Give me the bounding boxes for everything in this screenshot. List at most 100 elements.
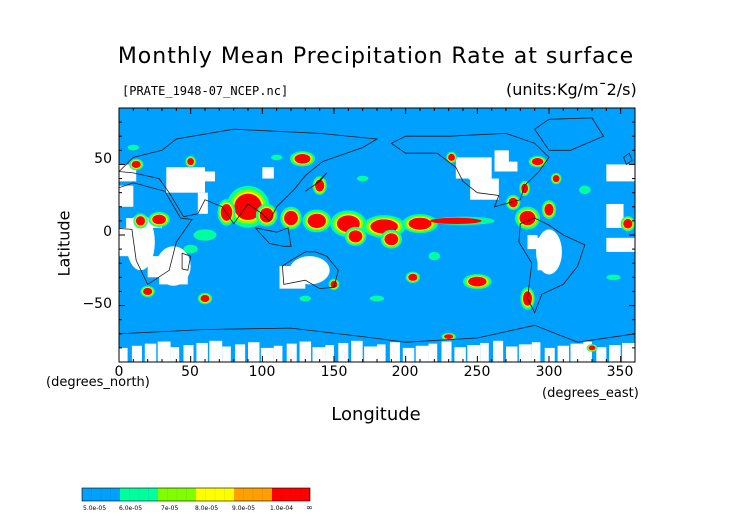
coastline: [119, 128, 379, 225]
x-tick-label: 0: [114, 364, 124, 380]
precip-cell: [152, 214, 167, 225]
no-data-patch: [119, 185, 134, 207]
no-data-patch: [166, 167, 205, 193]
precip-cell: [307, 213, 326, 229]
no-data-patch: [467, 345, 481, 362]
no-data-patch: [312, 347, 326, 362]
colorbar-label: 5.0e-05: [83, 505, 107, 512]
coastline: [534, 117, 605, 151]
precip-cell: [183, 244, 198, 254]
no-data-patch: [536, 229, 562, 275]
precip-cell: [508, 197, 518, 208]
precip-cell: [588, 345, 596, 351]
no-data-patch: [325, 345, 334, 362]
precip-cell: [623, 218, 633, 229]
precip-cell: [200, 294, 210, 303]
coastline: [119, 324, 635, 343]
no-data-patch: [119, 347, 128, 362]
coastline: [281, 251, 339, 290]
no-data-patch: [518, 344, 532, 362]
no-data-patch: [506, 346, 518, 362]
precip-cell: [193, 229, 217, 241]
y-axis-label: Latitude: [54, 210, 74, 277]
precip-cell: [299, 295, 312, 302]
colorbar-segment: [234, 488, 272, 501]
no-data-patch: [351, 340, 363, 362]
precip-cell: [408, 217, 432, 230]
no-data-patch: [273, 345, 283, 362]
no-data-patch: [364, 346, 377, 362]
x-tick-label: 50: [181, 364, 199, 380]
no-data-patch: [262, 167, 274, 179]
coastline: [390, 132, 550, 208]
colorbar-label: 9.0e-05: [232, 505, 256, 512]
no-data-patch: [222, 346, 231, 362]
y-tick-label: 0: [103, 224, 112, 240]
precip-cell: [430, 217, 482, 224]
precip-cell: [131, 160, 141, 169]
x-units-label: (degrees_east): [542, 386, 639, 401]
no-data-patch: [260, 347, 274, 362]
precip-cell: [259, 208, 274, 223]
precip-cell: [408, 273, 418, 281]
no-data-patch: [596, 347, 607, 362]
precip-cell: [606, 274, 621, 281]
colorbar-label: 8.0e-05: [195, 505, 219, 512]
no-data-patch: [157, 341, 171, 362]
precip-cell: [448, 153, 455, 161]
coastline: [119, 182, 193, 285]
colorbar-label: 1.0e-04: [270, 505, 294, 512]
colorbar-segment: [120, 488, 158, 501]
precip-cell: [428, 251, 441, 261]
precip-cell: [369, 295, 385, 302]
chart-title: Monthly Mean Precipitation Rate at surfa…: [117, 44, 635, 69]
axis-ticks: [118, 107, 636, 363]
no-data-patch: [557, 345, 570, 362]
no-data-patch: [200, 171, 216, 182]
no-data-patch: [126, 213, 155, 271]
file-label: [PRATE_1948-07_NCEP.nc]: [122, 84, 289, 98]
no-data-patch: [465, 160, 489, 183]
y-tick-label: −50: [82, 296, 112, 312]
no-data-patch: [454, 347, 466, 362]
no-data-patch: [531, 342, 541, 362]
precip-cell: [384, 233, 399, 246]
no-data-patch: [583, 341, 592, 362]
precip-cell: [135, 216, 146, 226]
colorbar-segment: [158, 488, 196, 501]
precip-cell: [579, 185, 591, 195]
no-data-patch: [289, 256, 330, 285]
no-data-patch: [570, 343, 584, 362]
no-data-patch: [527, 235, 538, 250]
no-data-regions: [119, 150, 635, 362]
no-data-patch: [131, 345, 142, 362]
precip-cell: [356, 175, 369, 182]
precip-cell: [127, 144, 140, 151]
no-data-patch: [389, 342, 400, 362]
colorbar-frame: [81, 487, 311, 502]
x-tick-label: 300: [535, 364, 563, 380]
x-tick-label: 250: [463, 364, 491, 380]
precip-cell: [468, 276, 487, 287]
no-data-patch: [299, 341, 312, 362]
no-data-patch: [170, 347, 180, 362]
precip-cell: [143, 287, 153, 296]
coastline: [181, 252, 192, 271]
no-data-patch: [428, 343, 438, 362]
no-data-patch: [622, 342, 635, 362]
colorbar: [81, 487, 311, 502]
no-data-patch: [286, 343, 297, 362]
precip-cell: [531, 158, 544, 166]
coastline: [305, 172, 328, 192]
colorbar-segment: [272, 488, 310, 501]
no-data-patch: [544, 347, 555, 362]
no-data-patch: [144, 343, 157, 362]
no-data-patch: [609, 345, 621, 362]
precip-cell: [552, 174, 560, 183]
precip-cell: [348, 230, 363, 243]
no-data-patch: [248, 342, 260, 362]
x-tick-label: 150: [320, 364, 348, 380]
no-data-patch: [493, 340, 504, 362]
colorbar-label: ∞: [306, 503, 313, 512]
y-tick-label: 50: [94, 151, 112, 167]
